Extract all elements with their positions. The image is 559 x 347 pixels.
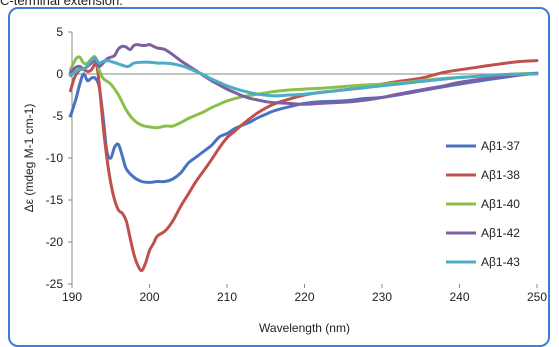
y-tick-label: -20 [46,235,64,249]
legend-label-1: Aβ1-37 [481,139,520,153]
x-tick-label: 230 [372,290,392,304]
y-tick-label: -10 [46,151,64,165]
y-axis-title: Δε (mdeg M-1 cm-1) [22,104,36,213]
y-tick-label: -25 [46,277,64,291]
y-tick-label: 0 [56,67,63,81]
legend-label-4: Aβ1-42 [481,226,520,240]
figure-caption: C-terminal extension. [0,0,123,8]
legend: Aβ1-37 Aβ1-38 Aβ1-40 Aβ1-42 Aβ1-43 [446,139,520,269]
legend-label-3: Aβ1-40 [481,197,520,211]
x-axis-title: Wavelength (nm) [259,321,350,335]
legend-label-5: Aβ1-43 [481,255,520,269]
series-layer [69,43,539,273]
y-tick-label: -5 [52,109,63,123]
series-line-2 [69,59,539,273]
x-tick-label: 200 [139,290,159,304]
y-tick-label: -15 [46,193,64,207]
x-tick-label: 210 [217,290,237,304]
x-tick-label: 220 [294,290,314,304]
legend-label-2: Aβ1-38 [481,168,520,182]
x-tick-label: 190 [62,290,82,304]
series-line-5 [69,56,539,98]
y-tick-label: 5 [56,25,63,39]
x-tick-label: 250 [527,290,547,304]
x-tick-label: 240 [449,290,469,304]
